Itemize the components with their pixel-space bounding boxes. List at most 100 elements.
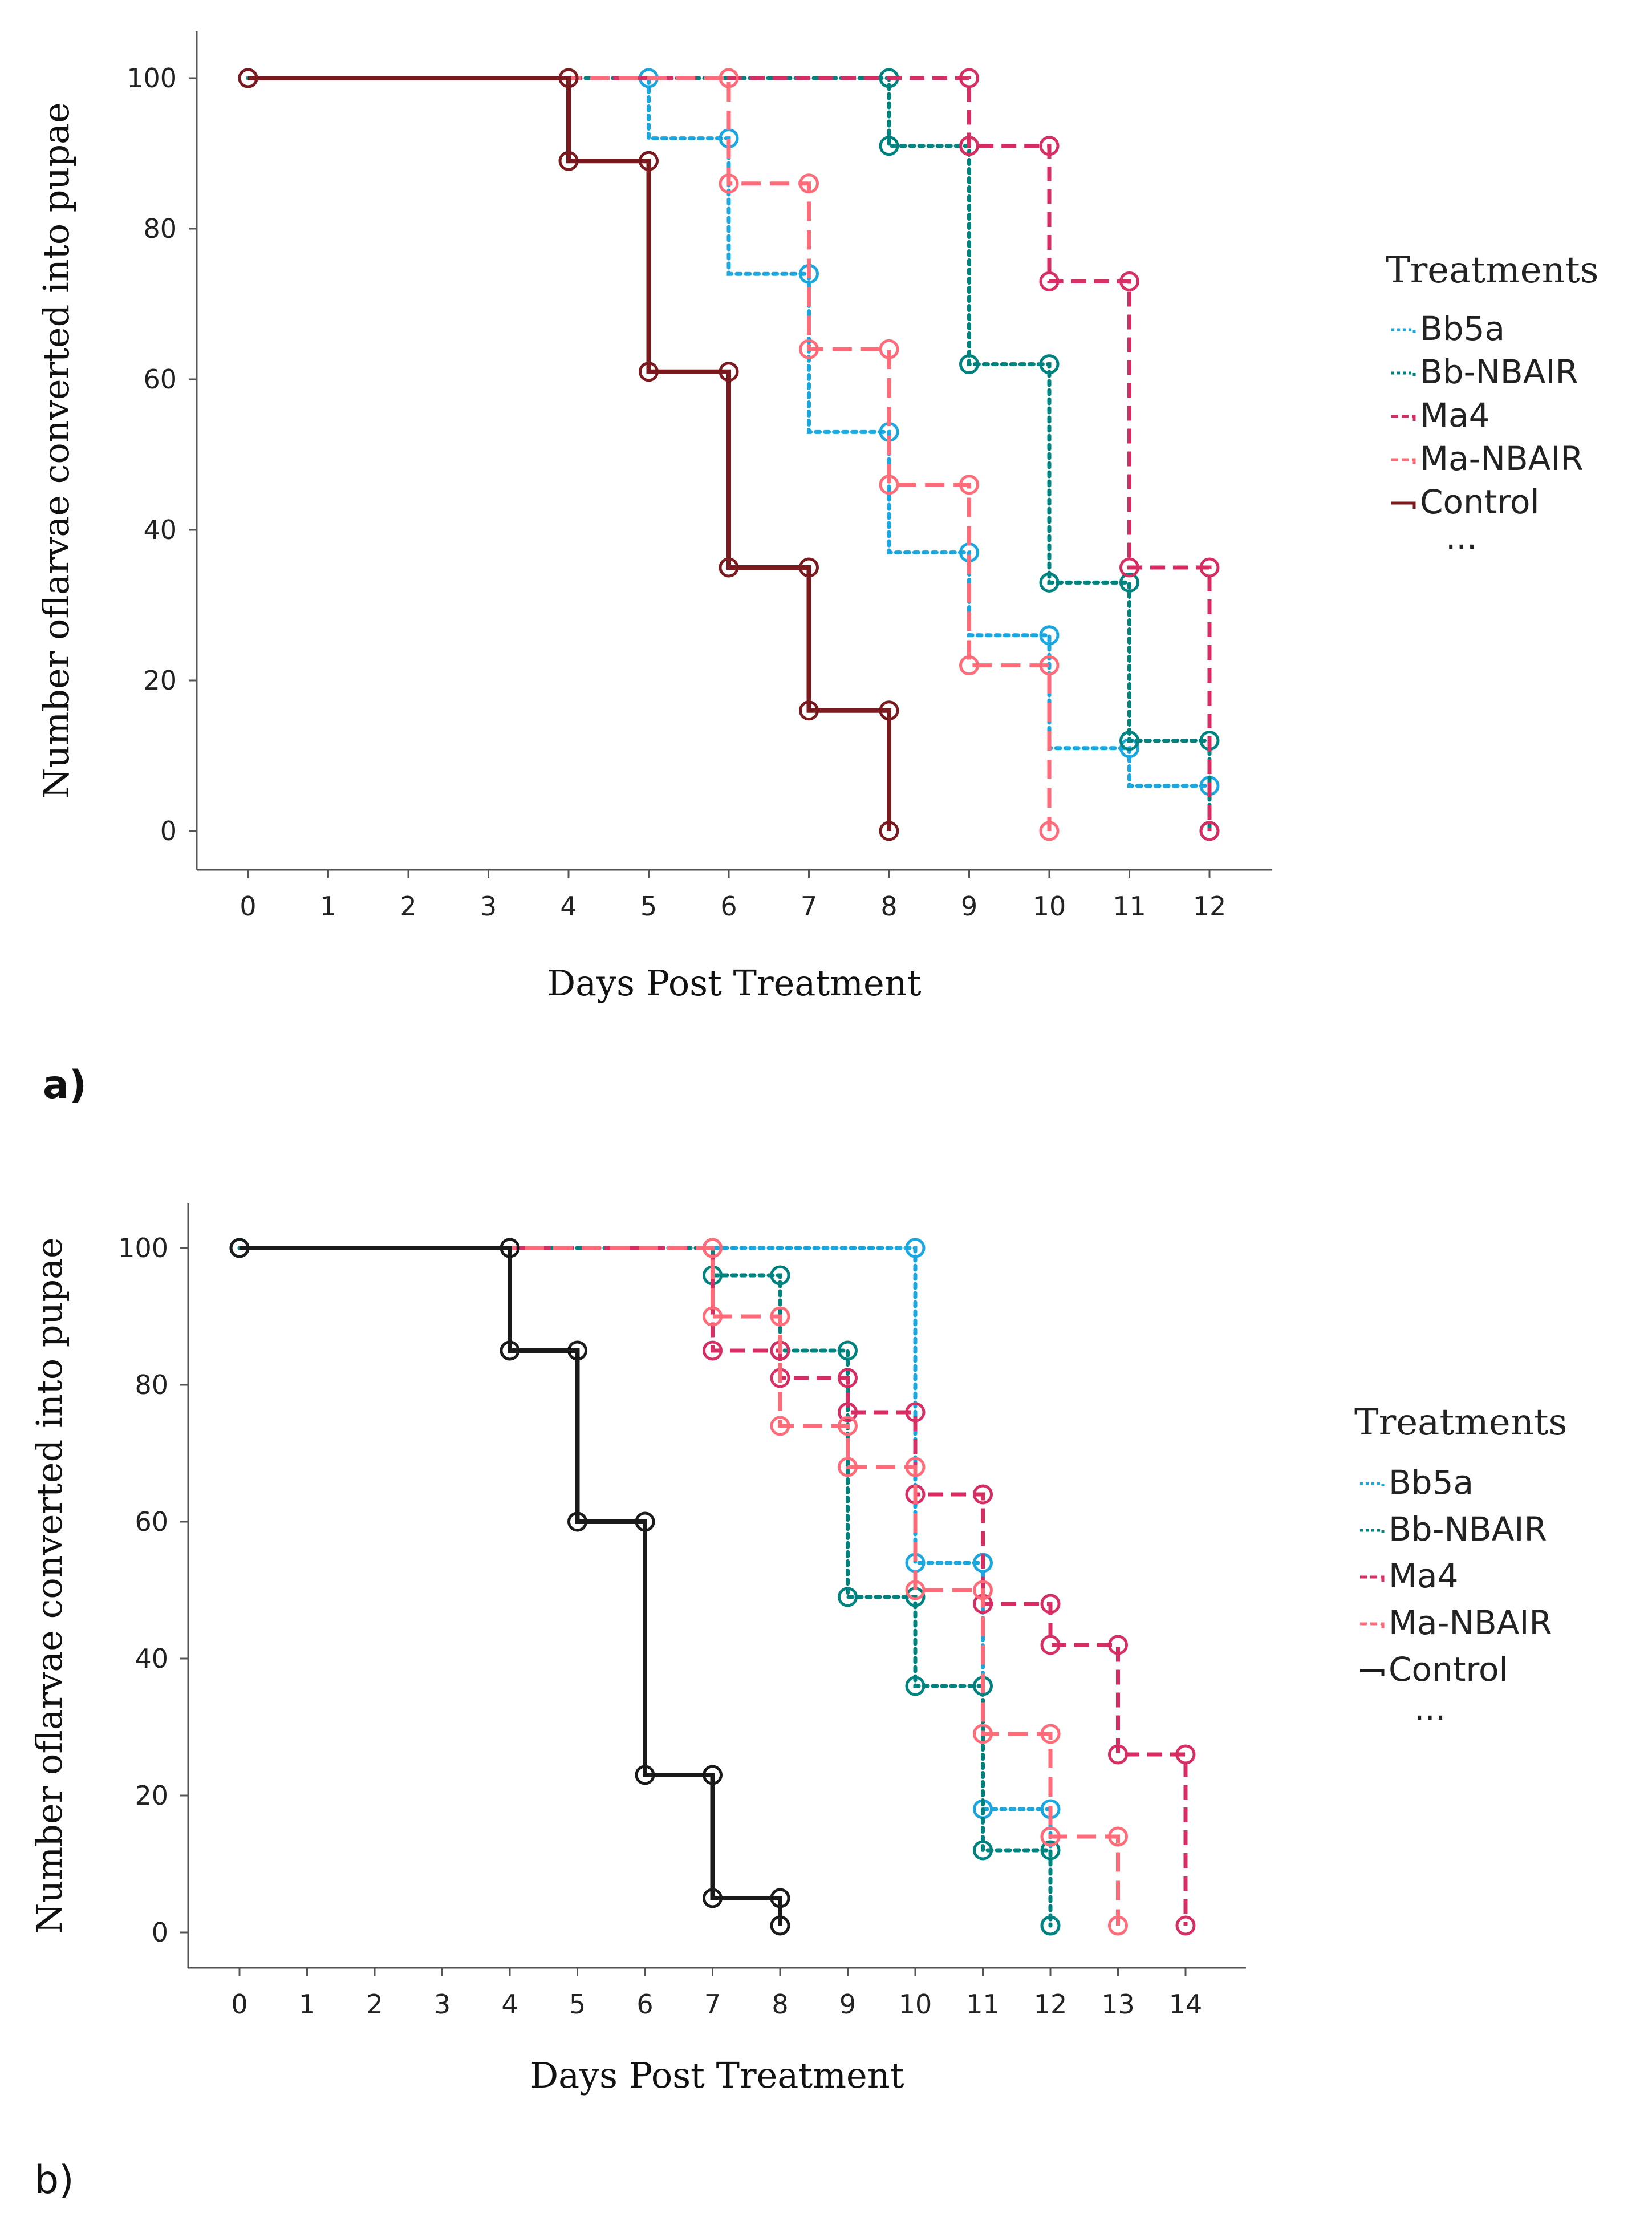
y-tick-label: 0 <box>160 816 177 846</box>
x-tick-label: 14 <box>1169 1989 1203 2020</box>
legend-title: Treatments <box>1354 1401 1567 1444</box>
y-tick-label: 20 <box>135 1780 168 1811</box>
censor-marker <box>959 136 979 156</box>
censor-marker <box>1199 821 1220 841</box>
x-tick-label: 3 <box>434 1989 450 2020</box>
censor-marker <box>959 475 979 495</box>
series-line-control <box>248 76 891 831</box>
censor-marker <box>1108 1744 1128 1765</box>
series-ma-nbair <box>240 1238 1128 1936</box>
series-ma-nbair <box>248 68 1060 841</box>
censor-marker <box>1039 625 1060 646</box>
y-tick-label: 0 <box>152 1917 168 1948</box>
censor-marker <box>838 1340 858 1361</box>
x-tick-label: 7 <box>801 891 817 922</box>
panel-label: a) <box>43 1063 87 1108</box>
x-tick-label: 9 <box>961 891 977 922</box>
panel-label: b) <box>34 2158 74 2203</box>
censor-marker <box>567 1340 587 1361</box>
x-tick-label: 7 <box>704 1989 721 2020</box>
censor-marker <box>635 1511 655 1532</box>
y-tick-label: 40 <box>135 1643 168 1674</box>
censor-marker <box>1039 821 1060 841</box>
censor-marker <box>770 1416 790 1436</box>
censor-marker <box>973 1840 993 1861</box>
censor-marker <box>1040 1635 1061 1655</box>
legend-swatch <box>1360 1669 1385 1676</box>
censor-marker <box>1119 572 1139 593</box>
censor-marker <box>558 151 579 171</box>
censor-marker <box>1040 1594 1061 1614</box>
x-tick-label: 12 <box>1193 891 1227 922</box>
legend-swatch <box>1360 1482 1385 1489</box>
censor-marker <box>799 173 819 194</box>
censor-marker <box>799 339 819 359</box>
censor-marker <box>905 1580 926 1600</box>
censor-marker <box>1039 136 1060 156</box>
x-tick-label: 4 <box>501 1989 518 2020</box>
legend-label: Ma4 <box>1420 396 1490 435</box>
y-axis-title: Number oflarvae converted into pupae <box>35 102 77 799</box>
x-tick-label: 11 <box>1113 891 1146 922</box>
censor-marker <box>959 68 979 88</box>
censor-marker <box>879 821 899 841</box>
series-line-ma-nbair <box>248 76 1052 831</box>
censor-marker <box>1040 1915 1061 1936</box>
y-tick-label: 60 <box>143 364 177 395</box>
censor-marker <box>879 339 899 359</box>
censor-marker <box>879 475 899 495</box>
x-tick-label: 1 <box>320 891 336 922</box>
x-tick-label: 6 <box>720 891 737 922</box>
legend-swatch <box>1360 1575 1385 1583</box>
x-tick-label: 13 <box>1101 1989 1135 2020</box>
censor-marker <box>1039 572 1060 593</box>
censor-marker <box>719 557 739 578</box>
series-control <box>229 1238 790 1936</box>
legend-title: Treatments <box>1386 249 1598 291</box>
legend-label: Ma-NBAIR <box>1389 1603 1552 1642</box>
censor-marker <box>1175 1744 1196 1765</box>
censor-marker <box>770 1265 790 1286</box>
censor-marker <box>879 700 899 721</box>
censor-marker <box>879 136 899 156</box>
censor-marker <box>905 1402 926 1422</box>
censor-marker <box>838 1368 858 1388</box>
censor-marker <box>703 1306 723 1327</box>
y-tick-label: 100 <box>118 1233 168 1263</box>
legend-swatch <box>1391 458 1416 465</box>
censor-marker <box>229 1238 250 1258</box>
censor-marker <box>959 655 979 676</box>
x-tick-label: 6 <box>636 1989 653 2020</box>
x-tick-label: 2 <box>366 1989 383 2020</box>
y-tick-label: 80 <box>135 1369 168 1400</box>
x-tick-label: 10 <box>899 1989 932 2020</box>
series-ma4 <box>238 68 1220 841</box>
censor-marker <box>1039 354 1060 375</box>
legend-label: Ma-NBAIR <box>1420 439 1584 478</box>
x-tick-label: 12 <box>1034 1989 1067 2020</box>
censor-marker <box>770 1306 790 1327</box>
legend-swatch <box>1360 1529 1385 1536</box>
x-axis-title: Days Post Treatment <box>530 2054 904 2096</box>
legend-swatch <box>1391 501 1416 509</box>
censor-marker <box>838 1416 858 1436</box>
censor-marker <box>838 1402 858 1422</box>
censor-marker <box>905 1238 926 1258</box>
legend-label: Bb5a <box>1420 309 1505 348</box>
legend-swatch <box>1360 1622 1385 1630</box>
censor-marker <box>719 362 739 382</box>
x-axis-title: Days Post Treatment <box>547 962 921 1004</box>
censor-marker <box>238 68 258 88</box>
censor-marker <box>973 1484 993 1505</box>
x-tick-label: 2 <box>400 891 416 922</box>
y-tick-label: 100 <box>127 63 177 94</box>
censor-marker <box>500 1340 520 1361</box>
legend-swatch <box>1391 328 1416 335</box>
y-axis-title: Number oflarvae converted into pupae <box>29 1237 70 1934</box>
legend: Treatments Bb5a Bb-NBAIR Ma4 Ma-NBAIR Control… <box>1354 1401 1567 1728</box>
x-tick-label: 5 <box>569 1989 586 2020</box>
legend-label: Bb-NBAIR <box>1420 352 1578 391</box>
censor-marker <box>703 1238 723 1258</box>
